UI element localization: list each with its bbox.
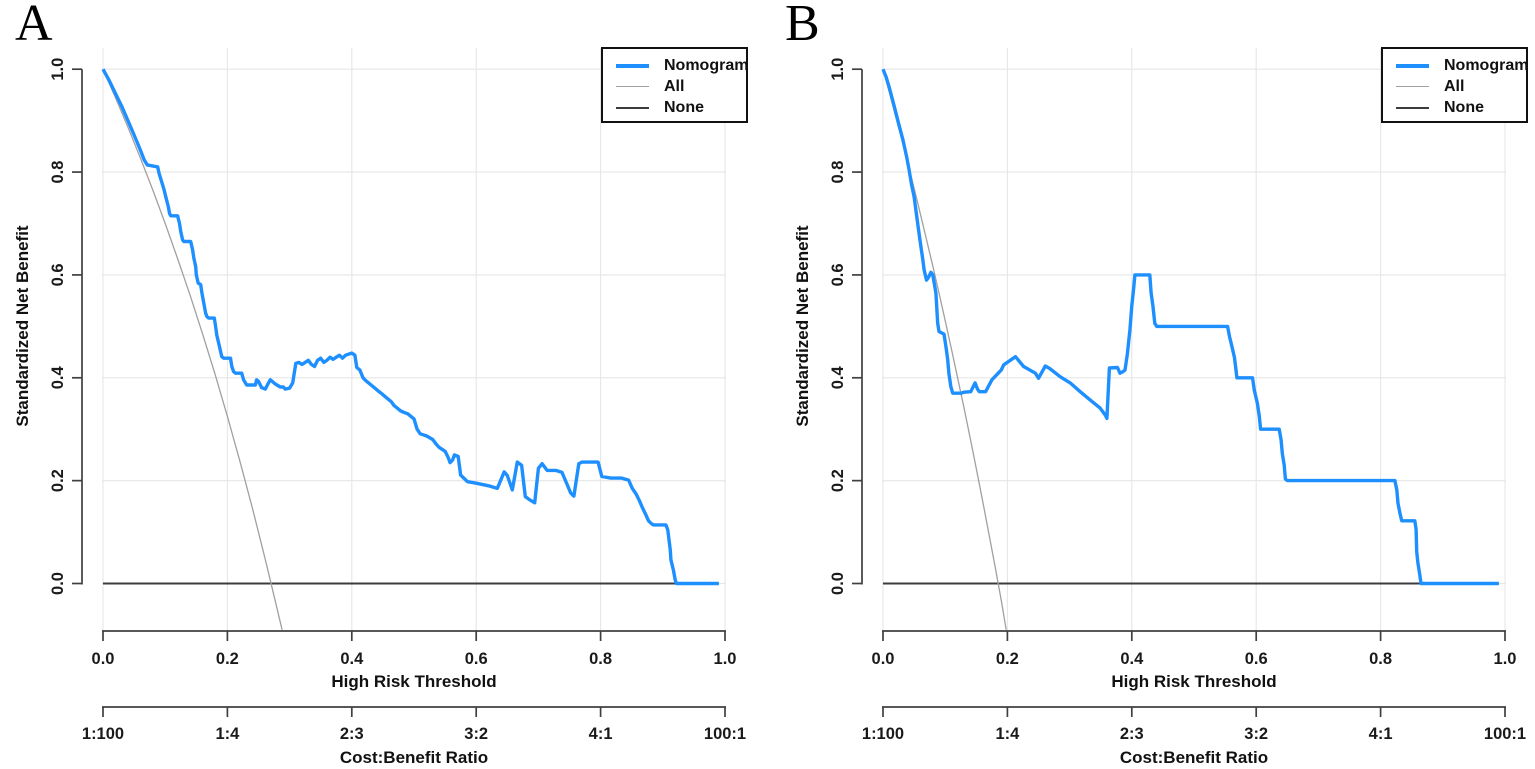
legend-label: None [664, 98, 704, 116]
cost-benefit-tick-label: 4:1 [1369, 725, 1393, 743]
cost-benefit-tick-label: 1:100 [82, 725, 124, 743]
x-tick-label: 0.2 [216, 650, 239, 668]
series-all-line [102, 68, 283, 630]
x-axis-title-a: High Risk Threshold [331, 672, 497, 691]
legend-entry-nomogram: Nomogram [603, 55, 749, 76]
cost-benefit-tick-label: 2:3 [340, 725, 364, 743]
y-tick-label: 0.8 [49, 161, 67, 184]
legend-label: All [664, 77, 685, 95]
x-tick-label: 0.8 [589, 650, 612, 668]
y-tick-label: 0.2 [49, 469, 67, 492]
cost-benefit-tick-label: 100:1 [1484, 725, 1526, 743]
y-tick-label: 0.8 [829, 161, 847, 184]
y-tick-label: 0.2 [829, 469, 847, 492]
cost-benefit-tick-label: 4:1 [589, 725, 613, 743]
series-nomogram-line [881, 68, 1499, 586]
x-axis-title-b: High Risk Threshold [1111, 672, 1277, 691]
x-tick-label: 1.0 [714, 650, 737, 668]
x-tick-label: 0.4 [1120, 650, 1144, 668]
legend-label: All [1444, 77, 1465, 95]
legend-entry-all: All [603, 76, 746, 97]
y-tick-label: 0.4 [49, 365, 67, 389]
y-axis-title-b: Standardized Net Benefit [793, 225, 812, 427]
panel-label-a: A [15, 0, 53, 52]
legend-box-a: Nomogram All None [601, 47, 748, 123]
legend-box-b: Nomogram All None [1381, 47, 1528, 123]
x-tick-label: 0.0 [92, 650, 115, 668]
nomogram-line-sample [616, 63, 649, 68]
y-tick-label: 0.4 [829, 365, 847, 389]
legend-label: None [1444, 98, 1484, 116]
y-tick-label: 0.0 [829, 572, 847, 595]
cost-benefit-axis-title-a: Cost:Benefit Ratio [339, 748, 489, 767]
y-axis-title-a: Standardized Net Benefit [13, 225, 32, 427]
y-tick-label: 1.0 [49, 58, 67, 81]
cost-benefit-tick-label: 3:2 [464, 725, 488, 743]
cost-benefit-tick-label: 100:1 [704, 725, 746, 743]
nomogram-line-sample [1396, 63, 1429, 68]
legend-entry-all: All [1383, 76, 1526, 97]
y-tick-label: 0.6 [829, 263, 847, 286]
x-tick-label: 0.0 [872, 650, 895, 668]
x-tick-label: 0.6 [465, 650, 488, 668]
all-line-sample [1396, 86, 1429, 87]
legend-entry-none: None [1383, 97, 1526, 118]
legend-entry-none: None [603, 97, 746, 118]
cost-benefit-axis-title-b: Cost:Benefit Ratio [1119, 748, 1269, 767]
y-tick-label: 0.0 [49, 572, 67, 595]
none-line-sample [616, 106, 649, 109]
none-line-sample [1396, 106, 1429, 109]
cost-benefit-tick-label: 3:2 [1244, 725, 1268, 743]
y-tick-label: 0.6 [49, 263, 67, 286]
series-all-line [882, 69, 1007, 630]
cost-benefit-tick-label: 2:3 [1120, 725, 1144, 743]
x-tick-label: 0.8 [1369, 650, 1392, 668]
y-tick-label: 1.0 [829, 58, 847, 81]
panel-label-b: B [785, 0, 820, 52]
all-line-sample [616, 86, 649, 87]
x-tick-label: 1.0 [1494, 650, 1517, 668]
series-nomogram-line [101, 68, 719, 586]
x-tick-label: 0.6 [1245, 650, 1268, 668]
x-tick-label: 0.2 [996, 650, 1019, 668]
legend-label: Nomogram [664, 56, 749, 74]
cost-benefit-tick-label: 1:4 [995, 725, 1020, 743]
cost-benefit-tick-label: 1:100 [862, 725, 904, 743]
legend-entry-nomogram: Nomogram [1383, 55, 1529, 76]
cost-benefit-tick-label: 1:4 [215, 725, 240, 743]
legend-label: Nomogram [1444, 56, 1529, 74]
x-tick-label: 0.4 [340, 650, 364, 668]
